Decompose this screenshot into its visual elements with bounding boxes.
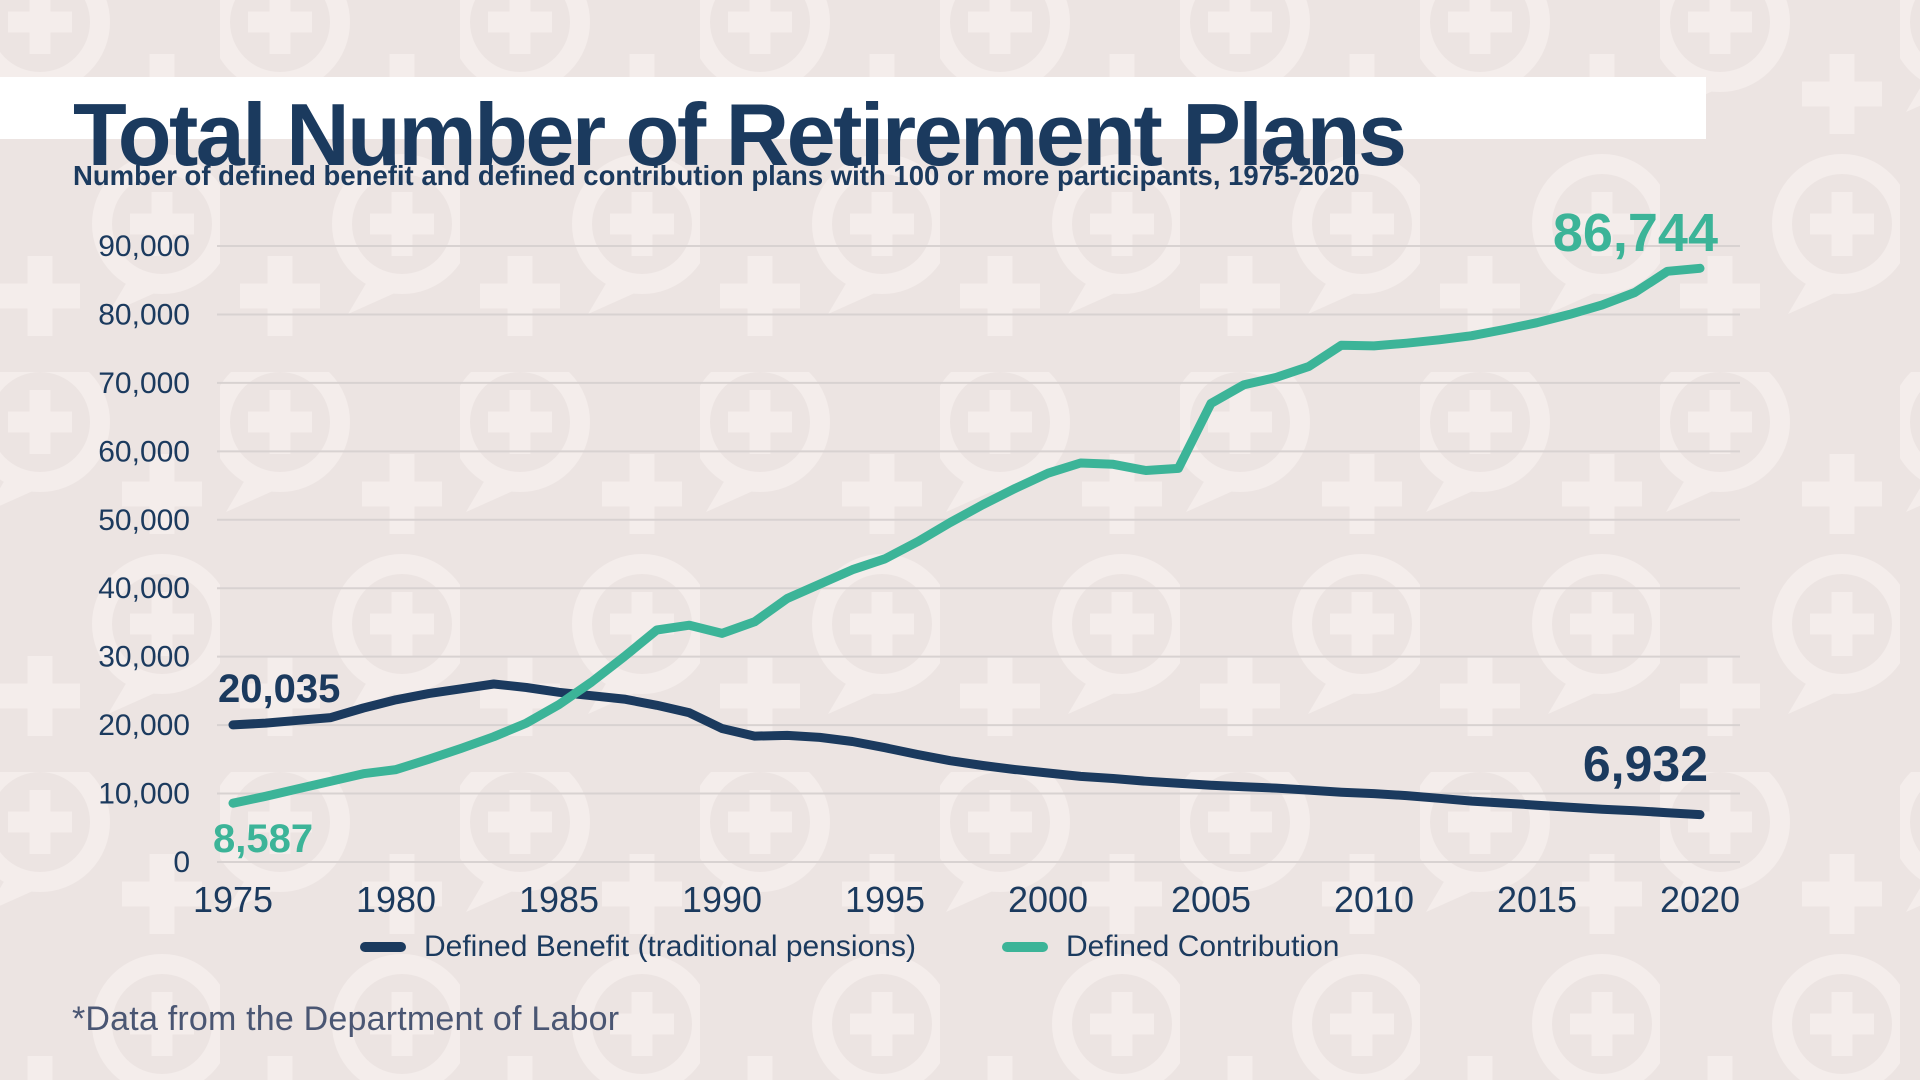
legend-item-defined-benefit: Defined Benefit (traditional pensions) xyxy=(360,930,916,964)
x-axis-tick-label: 1980 xyxy=(356,879,436,920)
legend-item-defined-contribution: Defined Contribution xyxy=(1001,930,1340,964)
x-axis-tick-label: 1975 xyxy=(193,879,273,920)
y-axis-tick-label: 50,000 xyxy=(98,504,190,537)
x-axis-tick-label: 1985 xyxy=(519,879,599,920)
y-axis-tick-label: 60,000 xyxy=(98,435,190,468)
chart-subtitle: Number of defined benefit and defined co… xyxy=(73,160,1360,191)
defined-contribution-line-swatch xyxy=(1001,942,1048,952)
x-axis-tick-label: 1990 xyxy=(682,879,762,920)
x-axis-tick-label: 2005 xyxy=(1171,879,1251,920)
value-label-86744: 86,744 xyxy=(1552,203,1718,264)
x-axis-tick-label: 2020 xyxy=(1660,879,1740,920)
x-axis-tick-label: 2000 xyxy=(1008,879,1088,920)
y-axis-tick-label: 90,000 xyxy=(98,230,190,263)
title-highlight-band xyxy=(0,77,1706,139)
value-label-20035: 20,035 xyxy=(218,666,341,711)
y-axis-tick-label: 70,000 xyxy=(98,367,190,400)
x-axis-tick-label: 2015 xyxy=(1497,879,1577,920)
y-axis-tick-label: 20,000 xyxy=(98,709,190,742)
legend-label-defined-benefit: Defined Benefit (traditional pensions) xyxy=(424,930,916,963)
defined-contribution-line xyxy=(228,263,1705,808)
x-axis-tick-label: 1995 xyxy=(845,879,925,920)
value-label-8587: 8,587 xyxy=(213,817,314,862)
source-footnote: *Data from the Department of Labor xyxy=(72,1000,620,1038)
defined-benefit-line-swatch xyxy=(360,942,406,952)
defined-benefit-line xyxy=(228,679,1705,820)
y-axis-tick-label: 40,000 xyxy=(98,572,190,605)
chart-legend: Defined Benefit (traditional pensions) D… xyxy=(360,930,1339,964)
y-axis-tick-label: 80,000 xyxy=(98,298,190,331)
page-title: Total Number of Retirement Plans xyxy=(73,84,1407,184)
x-axis-tick-label: 2010 xyxy=(1334,879,1414,920)
y-axis-tick-label: 30,000 xyxy=(98,641,190,674)
header: Total Number of Retirement Plans xyxy=(0,30,1920,181)
legend-label-defined-contribution: Defined Contribution xyxy=(1065,930,1340,963)
y-axis-tick-label: 0 xyxy=(173,846,190,879)
value-label-6932: 6,932 xyxy=(1582,735,1708,792)
y-axis-tick-label: 10,000 xyxy=(98,778,190,811)
